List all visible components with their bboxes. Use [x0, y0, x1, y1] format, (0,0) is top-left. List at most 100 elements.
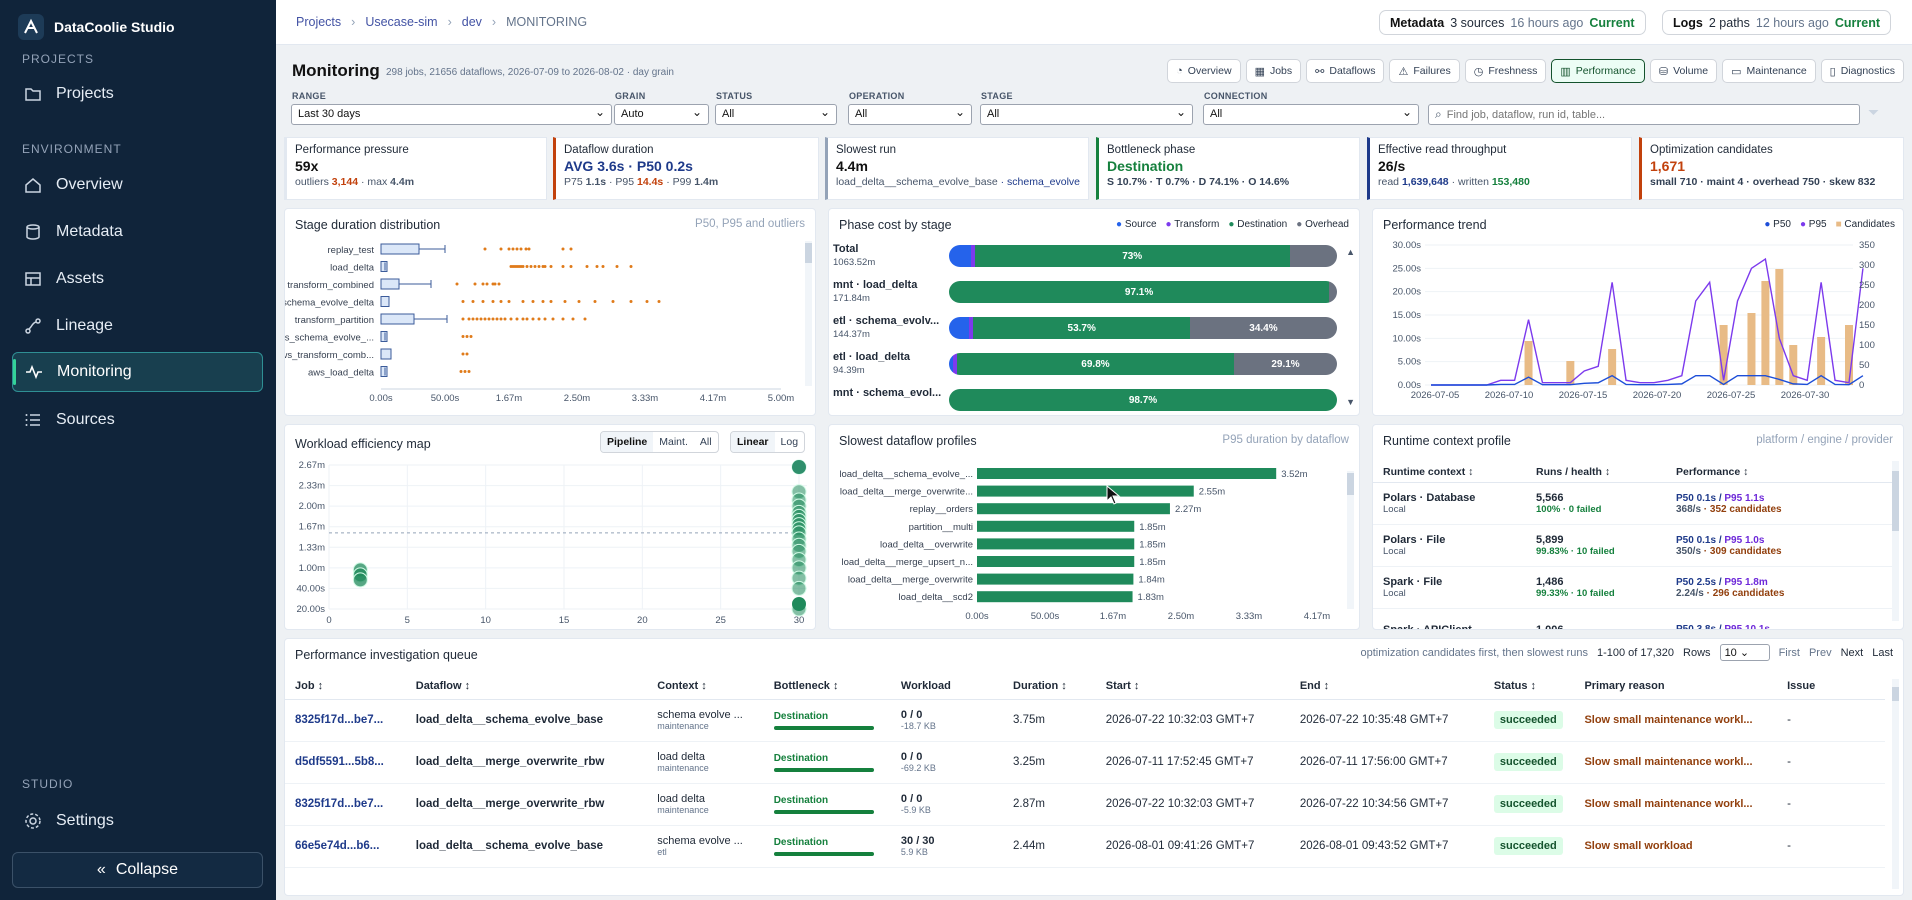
col-header-start[interactable]: Start ↕	[1095, 673, 1290, 700]
kpi-sub-link[interactable]: · schema_evolve_...	[1000, 176, 1080, 188]
status-select[interactable]: All	[715, 104, 837, 125]
tab-jobs[interactable]: ▦ Jobs	[1245, 59, 1302, 83]
scrollbar-thumb[interactable]	[1347, 473, 1354, 495]
status-badge: succeeded	[1493, 795, 1563, 813]
table-row[interactable]: 8325f17d...be7... load_delta__merge_overw…	[285, 783, 1885, 826]
filter-all[interactable]: All	[699, 436, 712, 448]
scroll-down-icon[interactable]: ▼	[1346, 397, 1355, 407]
tab-dataflows[interactable]: ⚯ Dataflows	[1306, 59, 1385, 83]
pager-first[interactable]: First	[1778, 646, 1800, 659]
scrollbar[interactable]	[1892, 679, 1899, 889]
tab-freshness[interactable]: ◷ Freshness	[1464, 59, 1547, 83]
cell-reason: Slow small maintenance workl...	[1574, 741, 1778, 784]
col-performance[interactable]: Performance ↕	[1676, 465, 1749, 478]
runtime-cell: Spark · APIClient	[1373, 624, 1528, 630]
job-id-link[interactable]: 66e5e74d...b6...	[295, 840, 380, 852]
breadcrumb-projects[interactable]: Projects	[296, 15, 342, 29]
metadata-status-pill[interactable]: Metadata 3 sources 16 hours ago Current	[1379, 10, 1646, 35]
kpi-read-throughput[interactable]: Effective read throughput 26/s read 1,63…	[1367, 137, 1632, 200]
col-header-bottleneck[interactable]: Bottleneck ↕	[763, 673, 891, 700]
kpi-performance-pressure[interactable]: Performance pressure 59x outliers 3,144 …	[284, 137, 547, 200]
tab-maintenance[interactable]: ▭ Maintenance	[1722, 59, 1816, 83]
runtime-row[interactable]: Polars · Database Local 5,566 100% · 0 fail…	[1373, 483, 1893, 525]
grain-select[interactable]: Auto	[614, 104, 709, 125]
col-header-dataflow[interactable]: Dataflow ↕	[405, 673, 648, 700]
breadcrumb-project[interactable]: Usecase-sim	[365, 15, 438, 29]
kpi-slowest-run[interactable]: Slowest run 4.4m load_delta__schema_evol…	[825, 137, 1089, 200]
kpi-dataflow-duration[interactable]: Dataflow duration AVG 3.6s · P50 0.2s P7…	[553, 137, 819, 200]
col-header-context[interactable]: Context ↕	[647, 673, 764, 700]
search-box[interactable]: ⌕	[1428, 104, 1860, 125]
scrollbar[interactable]	[805, 241, 812, 386]
rows-select[interactable]: 10 ⌄	[1719, 644, 1770, 661]
logs-status-pill[interactable]: Logs 2 paths 12 hours ago Current	[1662, 10, 1892, 35]
tab-overview[interactable]: ◔ Overview	[1167, 59, 1241, 83]
scrollbar[interactable]	[1347, 471, 1354, 609]
job-id-link[interactable]: d5df5591...5b8...	[295, 756, 384, 768]
pager-next[interactable]: Next	[1840, 646, 1864, 659]
table-row[interactable]: 66e5e74d...b6... load_delta__schema_evolv…	[285, 825, 1885, 868]
phase-bar[interactable]: 69.8% 29.1%	[949, 353, 1337, 375]
context-type: maintenance	[657, 763, 709, 773]
runtime-row[interactable]: Polars · File Local 5,899 99.83% · 10 faile…	[1373, 525, 1893, 567]
phase-bar[interactable]: 97.1%	[949, 281, 1337, 303]
scroll-up-icon[interactable]: ▲	[1346, 247, 1355, 257]
section-studio: STUDIO	[22, 777, 74, 791]
col-header-end[interactable]: End ↕	[1289, 673, 1484, 700]
col-runtime-context[interactable]: Runtime context ↕	[1383, 465, 1474, 478]
tab-volume[interactable]: ⛁ Volume	[1649, 59, 1718, 83]
sidebar-item-overview[interactable]: Overview	[12, 165, 263, 205]
filter-pipeline[interactable]: Pipeline	[601, 432, 654, 452]
sidebar-item-projects[interactable]: Projects	[12, 74, 263, 114]
search-input[interactable]	[1446, 108, 1847, 121]
job-id-link[interactable]: 8325f17d...be7...	[295, 714, 384, 726]
scrollbar[interactable]	[1892, 461, 1899, 621]
phase-row-time: 171.84m	[833, 293, 870, 304]
table-row[interactable]: 8325f17d...be7... load_delta__schema_evol…	[285, 699, 1885, 742]
kpi-bottleneck-phase[interactable]: Bottleneck phase Destination S 10.7% · T…	[1096, 137, 1360, 200]
col-header-job[interactable]: Job ↕	[285, 673, 406, 700]
col-header-status[interactable]: Status ↕	[1483, 673, 1575, 700]
scale-linear[interactable]: Linear	[731, 432, 775, 452]
sidebar-item-assets[interactable]: Assets	[12, 259, 263, 299]
runtime-row[interactable]: Spark · APIClient 1,006 P50 3.8s / P95 10.…	[1373, 609, 1893, 630]
tab-failures[interactable]: ⚠ Failures	[1389, 59, 1460, 83]
pager-last[interactable]: Last	[1872, 646, 1893, 659]
connection-select[interactable]: All	[1203, 104, 1419, 125]
stage-select[interactable]: All	[980, 104, 1193, 125]
outlier-point	[531, 300, 535, 303]
sidebar-item-monitoring[interactable]: Monitoring	[12, 352, 263, 392]
brand[interactable]: DataCoolie Studio	[18, 14, 175, 40]
col-runs-health[interactable]: Runs / health ↕	[1536, 465, 1611, 478]
phase-bar[interactable]: 53.7% 34.4%	[949, 317, 1337, 339]
sidebar-item-sources[interactable]: Sources	[12, 400, 263, 440]
col-header-workload[interactable]: Workload	[890, 673, 1004, 700]
scrollbar-thumb[interactable]	[805, 243, 812, 263]
filter-icon[interactable]: ⏷	[1868, 104, 1880, 120]
breadcrumb-env[interactable]: dev	[461, 15, 482, 29]
scale-log[interactable]: Log	[780, 436, 799, 448]
tab-performance[interactable]: ▥ Performance	[1551, 59, 1645, 83]
runtime-p95: P95 1.0s	[1724, 534, 1765, 546]
col-header-issue[interactable]: Issue	[1777, 673, 1885, 700]
legend-label: Transform	[1174, 219, 1220, 230]
phase-bar[interactable]: 98.7%	[949, 389, 1337, 411]
operation-select[interactable]: All	[848, 104, 972, 125]
sidebar-item-lineage[interactable]: Lineage	[12, 306, 263, 346]
col-header-primary-reason[interactable]: Primary reason	[1574, 673, 1778, 700]
runtime-row[interactable]: Spark · File Local 1,486 99.33% · 10 failed…	[1373, 567, 1893, 609]
collapse-button[interactable]: « Collapse	[12, 852, 263, 888]
phase-bar[interactable]: 73%	[949, 245, 1337, 267]
range-select[interactable]: Last 30 days	[291, 104, 612, 125]
runtime-runs: 1,486	[1536, 576, 1564, 588]
table-row[interactable]: d5df5591...5b8... load_delta__merge_overw…	[285, 741, 1885, 784]
job-id-link[interactable]: 8325f17d...be7...	[295, 798, 384, 810]
pill-age: 16 hours ago	[1510, 15, 1584, 30]
sidebar-item-metadata[interactable]: Metadata	[12, 212, 263, 252]
pager-prev[interactable]: Prev	[1808, 646, 1832, 659]
col-header-duration[interactable]: Duration ↕	[1003, 673, 1096, 700]
tab-diagnostics[interactable]: ▯ Diagnostics	[1820, 59, 1904, 83]
sidebar-item-settings[interactable]: Settings	[12, 801, 263, 841]
kpi-optimization-candidates[interactable]: Optimization candidates 1,671 small 710 …	[1639, 137, 1904, 200]
filter-maint[interactable]: Maint.	[659, 436, 688, 448]
